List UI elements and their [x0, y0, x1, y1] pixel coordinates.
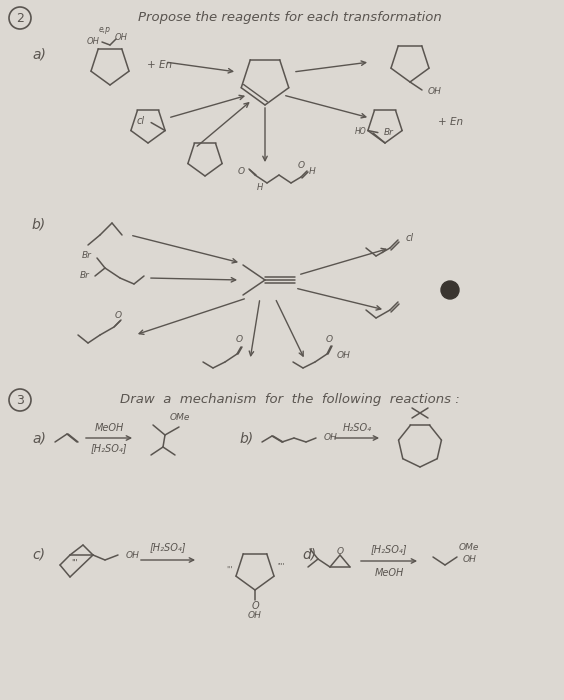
- Text: OH: OH: [463, 554, 477, 564]
- Text: O: O: [114, 311, 122, 319]
- Text: OMe: OMe: [459, 542, 479, 552]
- Text: 2: 2: [16, 11, 24, 25]
- Text: [H₂SO₄]: [H₂SO₄]: [91, 443, 127, 453]
- Text: + En: + En: [438, 117, 463, 127]
- Text: OH: OH: [115, 32, 128, 41]
- Text: OH: OH: [428, 88, 442, 97]
- Text: H: H: [257, 183, 263, 192]
- Text: c): c): [32, 548, 45, 562]
- Text: ''': ''': [227, 566, 233, 575]
- Text: OH: OH: [248, 612, 262, 620]
- Text: b): b): [32, 218, 46, 232]
- Text: cl: cl: [406, 233, 414, 243]
- Text: e,p: e,p: [99, 25, 111, 34]
- Text: O: O: [297, 160, 305, 169]
- Text: a): a): [32, 48, 46, 62]
- Text: O: O: [337, 547, 343, 556]
- Text: Br: Br: [80, 272, 90, 281]
- Text: Br: Br: [384, 128, 394, 137]
- Text: a): a): [32, 431, 46, 445]
- Text: OH: OH: [324, 433, 338, 442]
- Text: OH: OH: [337, 351, 351, 360]
- Text: O: O: [235, 335, 243, 344]
- Text: OMe: OMe: [170, 412, 191, 421]
- Text: Propose the reagents for each transformation: Propose the reagents for each transforma…: [138, 11, 442, 25]
- Text: ''': ''': [72, 559, 78, 568]
- Text: b): b): [240, 431, 254, 445]
- Text: H: H: [309, 167, 316, 176]
- Text: 3: 3: [16, 393, 24, 407]
- Text: H₂SO₄: H₂SO₄: [342, 423, 372, 433]
- Text: HO: HO: [355, 127, 367, 136]
- Text: O: O: [325, 335, 333, 344]
- Text: MeOH: MeOH: [374, 568, 404, 578]
- Text: O: O: [251, 601, 259, 611]
- Text: [H₂SO₄]: [H₂SO₄]: [371, 544, 407, 554]
- Text: OH: OH: [87, 36, 100, 46]
- Text: d): d): [302, 548, 316, 562]
- Text: Draw  a  mechanism  for  the  following  reactions :: Draw a mechanism for the following react…: [120, 393, 460, 407]
- Text: MeOH: MeOH: [94, 423, 124, 433]
- Text: + En: + En: [147, 60, 172, 70]
- Text: cl: cl: [137, 116, 145, 125]
- Text: Br: Br: [82, 251, 92, 260]
- Text: [H₂SO₄]: [H₂SO₄]: [150, 542, 186, 552]
- Text: OH: OH: [126, 550, 140, 559]
- Text: '''': '''': [277, 562, 284, 568]
- Circle shape: [441, 281, 459, 299]
- Text: O: O: [238, 167, 245, 176]
